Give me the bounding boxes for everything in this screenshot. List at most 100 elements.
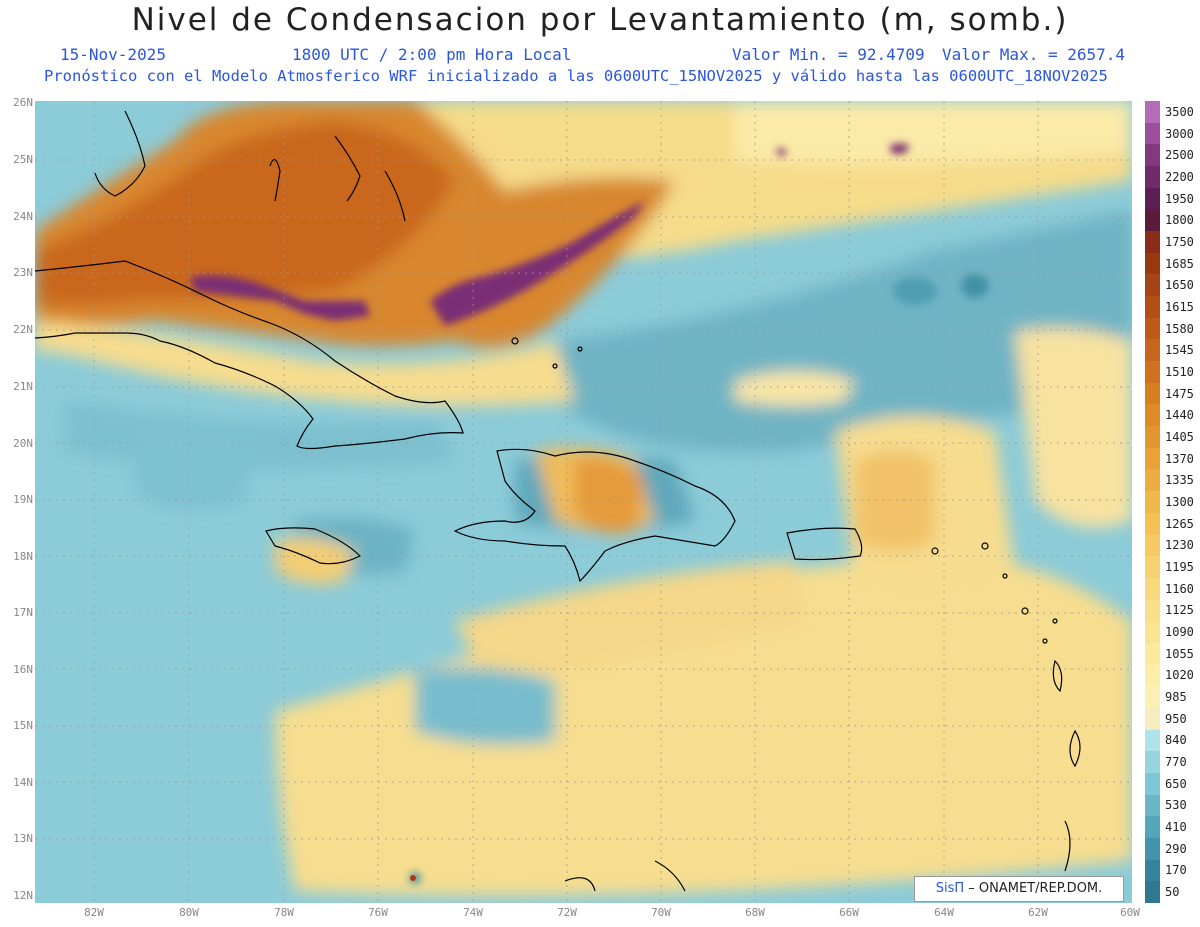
colorbar-label: 840 xyxy=(1165,733,1187,748)
max-value: Valor Max. = 2657.4 xyxy=(942,45,1126,64)
lon-label: 78W xyxy=(274,906,294,919)
forecast-time: 1800 UTC / 2:00 pm Hora Local xyxy=(292,45,572,64)
colorbar-swatch xyxy=(1145,642,1160,666)
lat-label: 17N xyxy=(13,606,33,619)
colorbar-label: 3500 xyxy=(1165,104,1194,119)
colorbar-label: 1195 xyxy=(1165,560,1194,575)
colorbar xyxy=(1145,101,1160,904)
colorbar-label: 950 xyxy=(1165,711,1187,726)
lat-label: 26N xyxy=(13,96,33,109)
colorbar-swatch xyxy=(1145,274,1160,297)
colorbar-label: 650 xyxy=(1165,776,1187,791)
lat-label: 16N xyxy=(13,663,33,676)
colorbar-swatch xyxy=(1145,101,1160,124)
colorbar-swatch xyxy=(1145,751,1160,774)
colorbar-label: 1370 xyxy=(1165,451,1194,466)
colorbar-swatch xyxy=(1145,707,1160,731)
colorbar-label: 1160 xyxy=(1165,581,1194,596)
colorbar-swatch xyxy=(1145,469,1160,492)
lat-label: 14N xyxy=(13,776,33,789)
colorbar-swatch xyxy=(1145,426,1160,449)
colorbar-label: 290 xyxy=(1165,841,1187,856)
colorbar-swatch xyxy=(1145,122,1160,145)
colorbar-label: 1685 xyxy=(1165,256,1194,271)
credit-text: – ONAMET/REP.DOM. xyxy=(964,881,1103,896)
colorbar-swatch xyxy=(1145,816,1160,839)
lon-label: 64W xyxy=(934,906,954,919)
map-canvas xyxy=(35,101,1132,903)
colorbar-label: 1125 xyxy=(1165,603,1194,618)
colorbar-swatch xyxy=(1145,794,1160,817)
colorbar-label: 410 xyxy=(1165,820,1187,835)
lat-label: 22N xyxy=(13,323,33,336)
colorbar-swatch xyxy=(1145,361,1160,384)
model-info: Pronóstico con el Modelo Atmosferico WRF… xyxy=(44,67,1108,85)
colorbar-label: 1335 xyxy=(1165,473,1194,488)
colorbar-label: 1950 xyxy=(1165,191,1194,206)
colorbar-label: 1580 xyxy=(1165,321,1194,336)
colorbar-label: 170 xyxy=(1165,863,1187,878)
colorbar-swatch xyxy=(1145,447,1160,470)
credit-box: SisΠ – ONAMET/REP.DOM. xyxy=(914,876,1124,902)
colorbar-label: 530 xyxy=(1165,798,1187,813)
colorbar-label: 1615 xyxy=(1165,299,1194,314)
colorbar-label: 1475 xyxy=(1165,386,1194,401)
colorbar-swatch xyxy=(1145,339,1160,362)
colorbar-label: 1230 xyxy=(1165,538,1194,553)
lat-label: 19N xyxy=(13,493,33,506)
colorbar-label: 2500 xyxy=(1165,148,1194,163)
lat-label: 12N xyxy=(13,889,33,902)
colorbar-label: 985 xyxy=(1165,690,1187,705)
colorbar-swatch xyxy=(1145,209,1160,232)
lat-label: 20N xyxy=(13,437,33,450)
colorbar-swatch xyxy=(1145,317,1160,340)
colorbar-swatch xyxy=(1145,686,1160,709)
lon-label: 74W xyxy=(463,906,483,919)
min-value: Valor Min. = 92.4709 xyxy=(732,45,925,64)
colorbar-swatch xyxy=(1145,881,1160,904)
lon-label: 82W xyxy=(84,906,104,919)
colorbar-label: 1750 xyxy=(1165,234,1194,249)
colorbar-swatch xyxy=(1145,166,1160,189)
colorbar-swatch xyxy=(1145,252,1160,275)
colorbar-label: 1800 xyxy=(1165,213,1194,228)
colorbar-label: 1300 xyxy=(1165,495,1194,509)
colorbar-label: 1405 xyxy=(1165,429,1194,444)
colorbar-label: 1090 xyxy=(1165,625,1194,640)
lat-label: 21N xyxy=(13,380,33,393)
colorbar-label: 2200 xyxy=(1165,169,1194,184)
lat-label: 23N xyxy=(13,266,33,279)
colorbar-label: 1265 xyxy=(1165,516,1194,531)
lon-label: 62W xyxy=(1028,906,1048,919)
lat-label: 18N xyxy=(13,550,33,563)
forecast-date: 15-Nov-2025 xyxy=(60,45,166,64)
colorbar-label: 3000 xyxy=(1165,126,1194,141)
colorbar-swatch xyxy=(1145,512,1160,535)
colorbar-label: 770 xyxy=(1165,755,1187,770)
lon-label: 68W xyxy=(745,906,765,919)
colorbar-swatch xyxy=(1145,772,1160,796)
lat-label: 15N xyxy=(13,719,33,732)
colorbar-swatch xyxy=(1145,556,1160,579)
lon-label: 76W xyxy=(368,906,388,919)
colorbar-swatch xyxy=(1145,296,1160,319)
colorbar-label: 1055 xyxy=(1165,646,1194,661)
colorbar-label: 1440 xyxy=(1165,408,1194,423)
colorbar-swatch xyxy=(1145,144,1160,167)
colorbar-label: 1020 xyxy=(1165,668,1194,683)
colorbar-swatch xyxy=(1145,491,1160,514)
colorbar-swatch xyxy=(1145,534,1160,557)
colorbar-swatch xyxy=(1145,621,1160,644)
lon-label: 60W xyxy=(1120,906,1140,919)
lon-label: 70W xyxy=(651,906,671,919)
lon-label: 66W xyxy=(839,906,859,919)
colorbar-swatch xyxy=(1145,664,1160,687)
colorbar-label: 50 xyxy=(1165,885,1180,900)
colorbar-label: 1650 xyxy=(1165,278,1194,293)
colorbar-swatch xyxy=(1145,577,1160,601)
colorbar-label: 1545 xyxy=(1165,343,1194,358)
colorbar-swatch xyxy=(1145,729,1160,752)
colorbar-swatch xyxy=(1145,404,1160,427)
colorbar-swatch xyxy=(1145,382,1160,405)
map-title: Nivel de Condensacion por Levantamiento … xyxy=(131,2,1069,38)
